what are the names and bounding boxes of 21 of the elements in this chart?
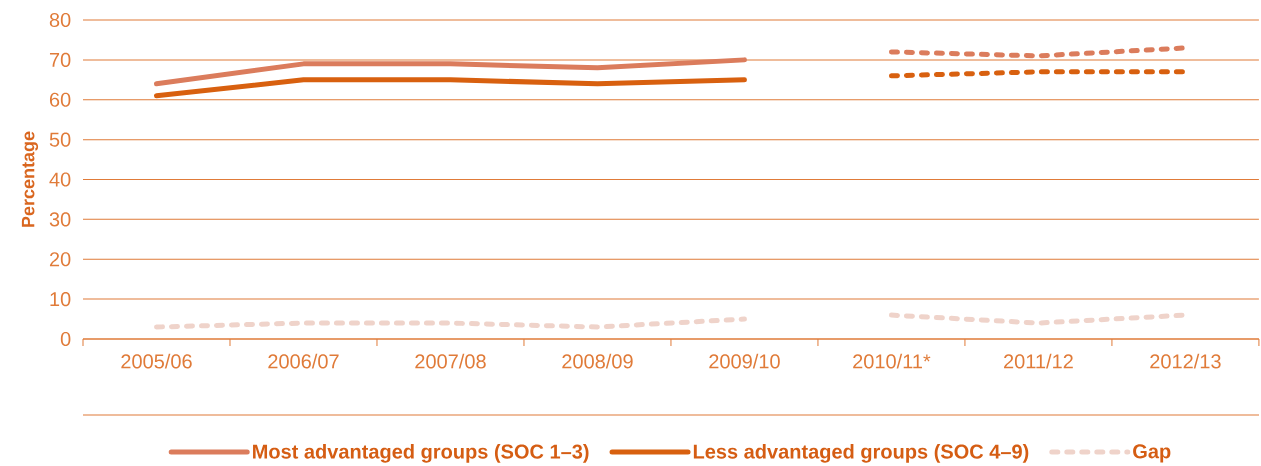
x-tick-label: 2008/09 <box>562 353 633 369</box>
y-tick-label: 50 <box>49 132 71 147</box>
y-tick-label: 60 <box>49 92 71 107</box>
legend-label: Most advantaged groups (SOC 1–3) <box>253 443 589 463</box>
y-tick-label: 0 <box>60 331 71 347</box>
x-tick-label: 2005/06 <box>121 353 192 369</box>
y-tick-label: 70 <box>49 52 71 67</box>
x-tick-label: 2009/10 <box>709 353 780 369</box>
y-tick-label: 40 <box>49 172 71 187</box>
x-tick-label: 2010/11* <box>853 353 931 369</box>
y-tick-label: 20 <box>49 252 71 267</box>
y-axis-title: Percentage <box>21 131 39 227</box>
legend-label: Less advantaged groups (SOC 4–9) <box>693 443 1029 463</box>
x-tick-label: 2007/08 <box>415 353 486 369</box>
x-tick-label: 2011/12 <box>1004 353 1073 369</box>
x-tick-label: 2006/07 <box>268 353 339 369</box>
y-tick-label: 30 <box>49 212 71 227</box>
legend-label: Gap <box>1133 444 1171 463</box>
y-tick-label: 80 <box>49 12 71 28</box>
y-tick-label: 10 <box>50 292 71 307</box>
x-tick-label: 2012/13 <box>1150 353 1221 369</box>
